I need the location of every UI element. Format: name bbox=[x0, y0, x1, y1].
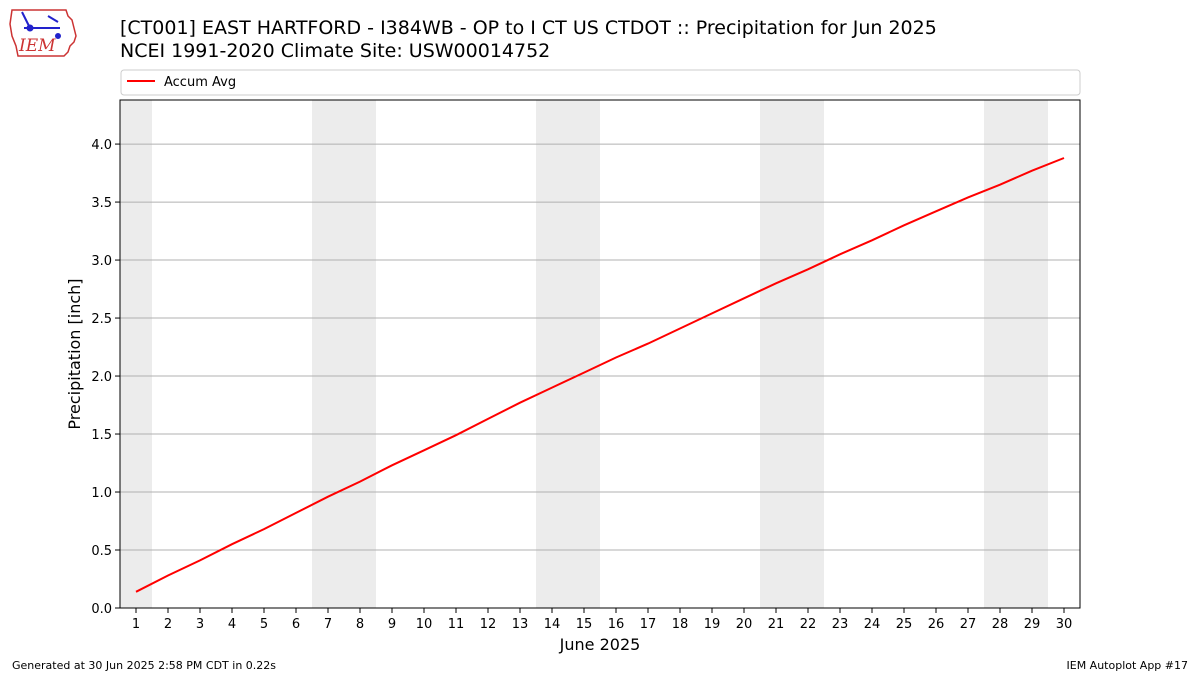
x-tick-label: 21 bbox=[768, 617, 785, 632]
weekend-band bbox=[536, 100, 600, 608]
x-tick-label: 18 bbox=[672, 617, 689, 632]
x-tick-label: 19 bbox=[704, 617, 721, 632]
x-tick-label: 10 bbox=[416, 617, 433, 632]
x-tick-label: 8 bbox=[356, 617, 364, 632]
x-tick-label: 9 bbox=[388, 617, 396, 632]
x-tick-label: 24 bbox=[864, 617, 881, 632]
app-credit: IEM Autoplot App #17 bbox=[1066, 659, 1189, 672]
x-tick-label: 25 bbox=[896, 617, 913, 632]
x-tick-label: 7 bbox=[324, 617, 332, 632]
weather-station-icon bbox=[21, 11, 61, 39]
x-tick-label: 13 bbox=[512, 617, 529, 632]
x-tick-label: 11 bbox=[448, 617, 465, 632]
x-tick-label: 26 bbox=[928, 617, 945, 632]
logo-text: IEM bbox=[18, 36, 56, 56]
legend-label: Accum Avg bbox=[164, 75, 236, 90]
y-tick-label: 1.5 bbox=[91, 428, 112, 443]
x-tick-label: 23 bbox=[832, 617, 849, 632]
x-tick-label: 22 bbox=[800, 617, 817, 632]
x-tick-label: 5 bbox=[260, 617, 268, 632]
x-tick-label: 20 bbox=[736, 617, 753, 632]
weekend-band bbox=[312, 100, 376, 608]
x-tick-label: 14 bbox=[544, 617, 561, 632]
y-tick-label: 0.0 bbox=[91, 602, 112, 617]
y-tick-label: 1.0 bbox=[91, 486, 112, 501]
legend-box bbox=[120, 69, 1081, 96]
weekend-band bbox=[120, 100, 152, 608]
y-tick-label: 4.0 bbox=[91, 138, 112, 153]
chart-subtitle: NCEI 1991-2020 Climate Site: USW00014752 bbox=[120, 40, 551, 62]
weekend-band bbox=[984, 100, 1048, 608]
chart-title: [CT001] EAST HARTFORD - I384WB - OP to I… bbox=[120, 17, 937, 39]
x-tick-label: 1 bbox=[132, 617, 140, 632]
iem-logo: IEM bbox=[9, 9, 77, 57]
x-axis-label: June 2025 bbox=[559, 635, 641, 654]
y-tick-label: 0.5 bbox=[91, 544, 112, 559]
x-tick-label: 3 bbox=[196, 617, 204, 632]
y-axis-label: Precipitation [inch] bbox=[65, 278, 84, 429]
x-tick-label: 28 bbox=[992, 617, 1009, 632]
y-tick-label: 3.0 bbox=[91, 254, 112, 269]
weekend-band bbox=[760, 100, 824, 608]
x-tick-label: 6 bbox=[292, 617, 300, 632]
x-tick-label: 2 bbox=[164, 617, 172, 632]
x-tick-label: 15 bbox=[576, 617, 593, 632]
x-tick-label: 29 bbox=[1024, 617, 1041, 632]
x-tick-label: 4 bbox=[228, 617, 236, 632]
y-tick-label: 3.5 bbox=[91, 196, 112, 211]
y-tick-label: 2.0 bbox=[91, 370, 112, 385]
x-tick-label: 27 bbox=[960, 617, 977, 632]
legend: Accum Avg bbox=[120, 69, 1081, 96]
x-tick-label: 12 bbox=[480, 617, 497, 632]
series-line-accum-avg bbox=[135, 157, 1065, 593]
plot-frame bbox=[119, 99, 1081, 609]
y-tick-label: 2.5 bbox=[91, 312, 112, 327]
x-tick-label: 30 bbox=[1056, 617, 1073, 632]
generated-timestamp: Generated at 30 Jun 2025 2:58 PM CDT in … bbox=[12, 659, 277, 672]
x-tick-label: 17 bbox=[640, 617, 657, 632]
x-tick-label: 16 bbox=[608, 617, 625, 632]
